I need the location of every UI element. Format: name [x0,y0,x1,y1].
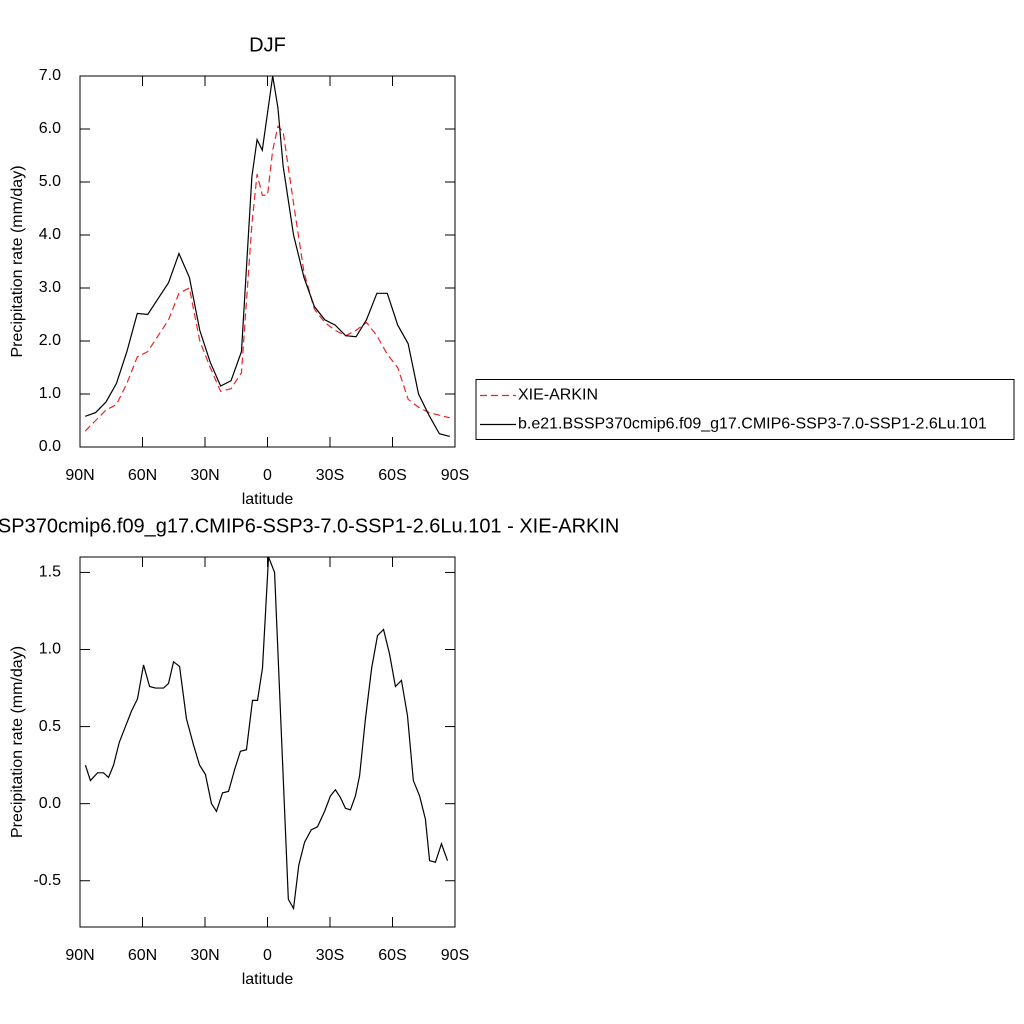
x-tick-label: 90S [441,467,469,484]
y-tick-label: 1.0 [39,385,61,402]
x-axis-label: latitude [242,971,294,988]
y-tick-label: 5.0 [39,173,61,190]
y-tick-label: 1.0 [39,641,61,658]
y-tick-label: 7.0 [39,67,61,84]
x-tick-label: 30N [190,947,219,964]
x-tick-label: 60N [128,947,157,964]
y-tick-label: 1.5 [39,564,61,581]
x-tick-label: 90N [65,947,94,964]
chart-title: b.e21.BSSP370cmip6.f09_g17.CMIP6-SSP3-7.… [0,515,619,537]
x-tick-label: 60N [128,467,157,484]
y-tick-label: -0.5 [33,872,61,889]
y-tick-label: 6.0 [39,120,61,137]
y-tick-label: 0.0 [39,795,61,812]
legend-box [475,379,1015,440]
x-tick-label: 90N [65,467,94,484]
y-axis-label: Precipitation rate (mm/day) [9,165,26,357]
plot-frame [79,75,456,448]
data-line [84,125,450,432]
x-tick-label: 60S [378,947,406,964]
x-tick-label: 30S [316,467,344,484]
plot-frame [79,556,456,928]
data-line [85,75,450,437]
x-tick-label: 60S [378,467,406,484]
y-tick-label: 0.0 [39,438,61,455]
x-tick-label: 30N [190,467,219,484]
x-tick-label: 90S [441,947,469,964]
y-tick-label: 0.5 [39,718,61,735]
y-axis-label: Precipitation rate (mm/day) [9,646,26,838]
y-tick-label: 4.0 [39,226,61,243]
legend-label: XIE-ARKIN [518,387,598,404]
chart-title: DJF [249,34,286,56]
x-tick-label: 30S [316,947,344,964]
y-tick-label: 3.0 [39,279,61,296]
x-tick-label: 0 [263,467,272,484]
legend-label: b.e21.BSSP370cmip6.f09_g17.CMIP6-SSP3-7.… [518,416,987,433]
y-tick-label: 2.0 [39,332,61,349]
x-axis-label: latitude [242,491,294,508]
x-tick-label: 0 [263,947,272,964]
data-line [84,556,449,911]
